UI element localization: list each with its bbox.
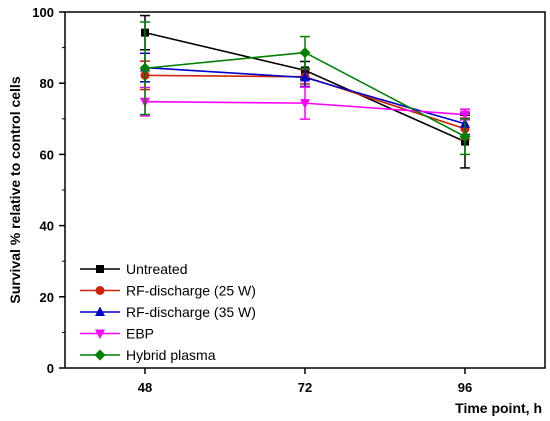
legend-marker bbox=[95, 329, 105, 339]
y-tick-label: 60 bbox=[40, 147, 54, 162]
legend-label: EBP bbox=[126, 326, 154, 342]
ticks-layer: 0 20 40 60 80 100 48 72 96 bbox=[32, 5, 472, 395]
legend-marker bbox=[95, 306, 105, 316]
legend-item: RF-discharge (25 W) bbox=[80, 283, 256, 299]
y-axis-title: Survival % relative to control cells bbox=[7, 76, 23, 303]
data-point bbox=[139, 62, 151, 74]
y-tick-label: 40 bbox=[40, 219, 54, 234]
data-point bbox=[300, 99, 310, 109]
x-tick-label: 96 bbox=[458, 380, 472, 395]
y-tick-label: 80 bbox=[40, 76, 54, 91]
x-tick-label: 72 bbox=[298, 380, 312, 395]
data-point bbox=[459, 131, 471, 143]
legend-item: Untreated bbox=[80, 261, 187, 277]
y-tick-label: 0 bbox=[47, 361, 54, 376]
legend-item: Hybrid plasma bbox=[80, 347, 216, 363]
data-point bbox=[299, 47, 311, 59]
series-hybrid-plasma bbox=[139, 21, 471, 156]
y-tick-label: 20 bbox=[40, 290, 54, 305]
legend-marker bbox=[94, 349, 106, 361]
data-point bbox=[460, 110, 470, 121]
legend-item: EBP bbox=[80, 326, 154, 342]
legend-item: RF-discharge (35 W) bbox=[80, 304, 256, 320]
y-tick-label: 100 bbox=[32, 5, 54, 20]
legend-label: Untreated bbox=[126, 261, 187, 277]
x-tick-label: 48 bbox=[138, 380, 152, 395]
x-axis-title: Time point, h bbox=[455, 400, 542, 416]
series-layer bbox=[139, 14, 471, 169]
legend-marker bbox=[96, 265, 104, 273]
legend-label: Hybrid plasma bbox=[126, 347, 216, 363]
legend: Untreated RF-discharge (25 W) RF-discharge… bbox=[80, 261, 256, 363]
legend-label: RF-discharge (25 W) bbox=[126, 283, 256, 299]
data-point bbox=[300, 72, 310, 82]
legend-marker bbox=[95, 286, 105, 295]
legend-label: RF-discharge (35 W) bbox=[126, 304, 256, 320]
